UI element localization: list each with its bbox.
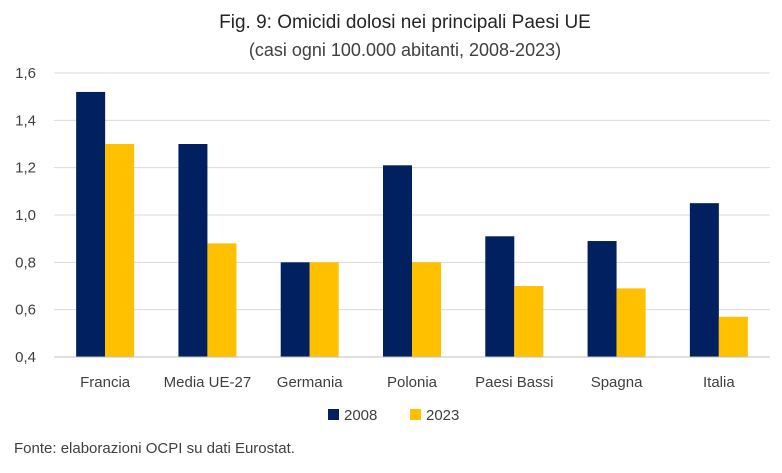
bar-2023-1 [207, 243, 237, 357]
bar-2008-0 [76, 91, 106, 357]
y-tick-label: 1,0 [15, 207, 36, 224]
legend-swatch-2023 [410, 409, 421, 420]
legend-swatch-2008 [328, 409, 339, 420]
bar-2023-6 [718, 316, 748, 357]
x-tick-label: Francia [80, 374, 131, 391]
x-tick-label: Germania [277, 374, 344, 391]
y-tick-label: 0,6 [15, 302, 36, 319]
bar-2023-2 [309, 262, 339, 357]
legend: 2008 2023 [328, 407, 459, 424]
y-tick-label: 1,4 [15, 112, 36, 129]
bar-2008-2 [280, 262, 310, 357]
chart-subtitle: (casi ogni 100.000 abitanti, 2008-2023) [249, 40, 561, 60]
bar-2008-4 [485, 236, 515, 357]
bar-2008-6 [689, 203, 719, 357]
legend-label: 2008 [344, 407, 377, 424]
bar-2008-3 [383, 165, 412, 357]
bar-2023-3 [412, 262, 441, 357]
x-axis: Francia Media UE-27 Germania Polonia Paesi B… [80, 374, 735, 391]
x-tick-label: Media UE-27 [164, 374, 252, 391]
x-tick-label: Spagna [591, 374, 643, 391]
bar-2023-0 [105, 144, 135, 357]
y-axis: 0,4 0,6 0,8 1,0 1,2 1,4 1,6 [15, 65, 36, 366]
bar-2023-4 [514, 286, 544, 357]
bar-2023-5 [616, 288, 646, 357]
source-note: Fonte: elaborazioni OCPI su dati Eurosta… [14, 440, 295, 457]
chart-title: Fig. 9: Omicidi dolosi nei principali Pa… [219, 12, 591, 33]
y-tick-label: 1,2 [15, 160, 36, 177]
bar-2008-5 [587, 241, 617, 357]
legend-label: 2023 [426, 407, 459, 424]
x-tick-label: Polonia [387, 374, 438, 391]
x-tick-label: Paesi Bassi [475, 374, 553, 391]
y-tick-label: 1,6 [15, 65, 36, 82]
bar-2008-1 [178, 144, 208, 357]
y-tick-label: 0,4 [15, 349, 36, 366]
bars [76, 91, 748, 357]
y-tick-label: 0,8 [15, 254, 36, 271]
x-tick-label: Italia [703, 374, 735, 391]
